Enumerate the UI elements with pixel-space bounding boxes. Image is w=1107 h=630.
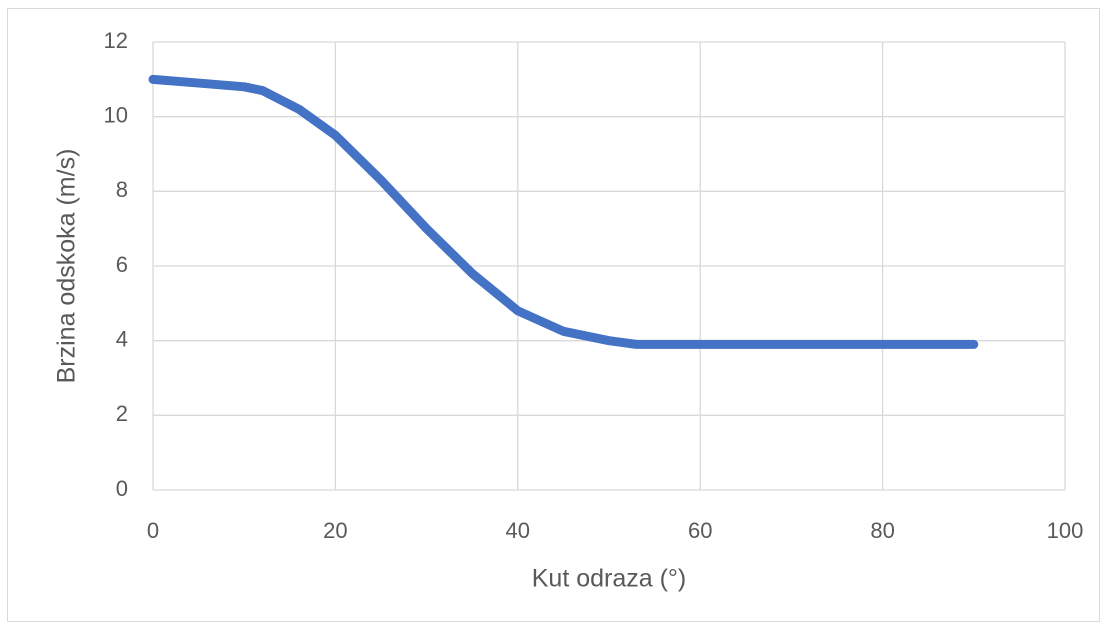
y-tick-label: 2 (116, 401, 128, 426)
x-tick-label: 60 (688, 518, 712, 543)
x-tick-label: 20 (323, 518, 347, 543)
y-tick-label: 0 (116, 476, 128, 501)
x-tick-label: 40 (506, 518, 530, 543)
y-tick-label: 8 (116, 177, 128, 202)
y-axis-title: Brzina odskoka (m/s) (53, 149, 81, 384)
x-axis-title: Kut odraza (°) (532, 565, 687, 593)
data-line (148, 74, 979, 349)
y-tick-label: 4 (116, 326, 128, 351)
y-tick-label: 6 (116, 252, 128, 277)
x-tick-label: 80 (870, 518, 894, 543)
y-tick-label: 12 (104, 28, 128, 53)
x-tick-label: 0 (147, 518, 159, 543)
chart-border (7, 8, 1100, 622)
x-tick-label: 100 (1047, 518, 1084, 543)
y-tick-label: 10 (104, 102, 128, 127)
